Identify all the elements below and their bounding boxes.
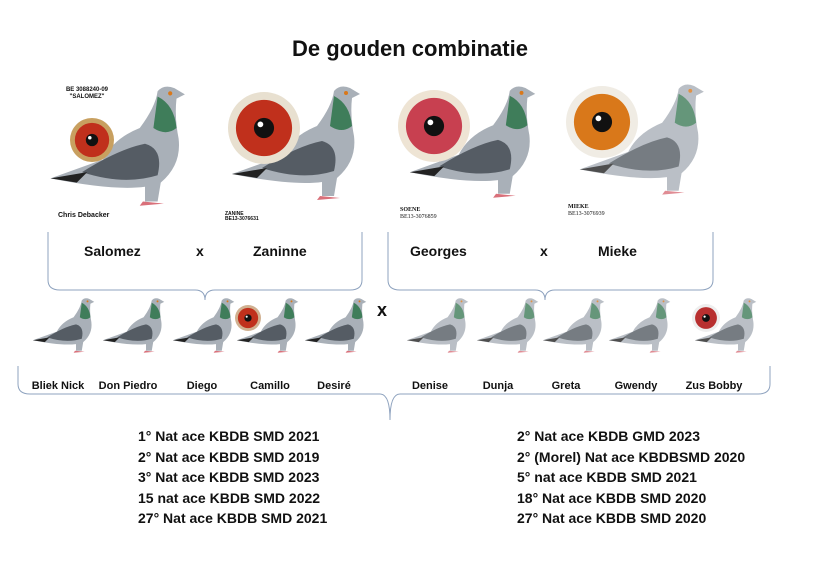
child-name: Denise: [411, 380, 449, 392]
mieke-caption: MIEKE BE13-3076939: [568, 204, 605, 217]
child-name: Dunja: [482, 380, 514, 392]
eye-camillo-icon: [235, 305, 261, 331]
pigeon-child: [476, 298, 539, 353]
child-name: Desiré: [317, 380, 351, 392]
child-name: Camillo: [250, 380, 290, 392]
cross-symbol: x: [196, 243, 204, 259]
eye-soene-icon: [398, 90, 470, 162]
eye-zanine-icon: [228, 92, 300, 164]
pigeon-child: [304, 298, 367, 353]
achievement-item: 18° Nat ace KBDB SMD 2020: [517, 489, 707, 506]
achievement-item: 3° Nat ace KBDB SMD 2023: [138, 469, 320, 485]
parent-name-georges: Georges: [410, 243, 467, 259]
achievements-left: 1° Nat ace KBDB SMD 2021 2° Nat ace KBDB …: [138, 426, 327, 529]
eye-salomez-icon: [70, 118, 114, 162]
achievement-item: 27° Nat ace KBDB SMD 2021: [138, 510, 328, 526]
parent-name-zaninne: Zaninne: [253, 243, 307, 259]
child-name: Zus Bobby: [685, 380, 743, 392]
children-bracket: [17, 366, 771, 421]
achievements-right: 2° Nat ace KBDB GMD 2023 2° (Morel) Nat a…: [517, 426, 745, 529]
parent-name-salomez: Salomez: [84, 243, 141, 259]
eye-mieke-icon: [566, 86, 638, 158]
pigeon-salomez: [50, 86, 185, 206]
achievement-item: 1° Nat ace KBDB SMD 2021: [138, 428, 320, 444]
zanine-caption: ZANINE BE13-3076631: [225, 211, 259, 222]
child-name: Diego: [186, 380, 218, 392]
children-cross-symbol: x: [377, 300, 388, 320]
child-name: Bliek Nick: [31, 380, 85, 392]
salomez-owner: Chris Debacker: [58, 212, 110, 219]
achievement-item: 2° (Morel) Nat ace KBDBSMD 2020: [517, 448, 746, 465]
pigeon-child: [32, 298, 95, 353]
cross-symbol: x: [540, 243, 548, 259]
achievement-item: 5° nat ace KBDB SMD 2021: [517, 469, 697, 485]
child-name: Greta: [551, 380, 581, 392]
salomez-caption: BE 3088240-09 "SALOMEZ": [65, 87, 109, 100]
achievement-item: 2° Nat ace KBDB SMD 2019: [138, 448, 320, 465]
pigeon-child: [102, 298, 165, 353]
pigeon-child: [406, 298, 469, 353]
parent-name-mieke: Mieke: [598, 243, 637, 259]
child-name: Gwendy: [614, 380, 658, 392]
pigeon-child: [542, 298, 605, 353]
right-parents-bracket: [387, 232, 714, 301]
achievement-item: 27° Nat ace KBDB SMD 2020: [517, 510, 707, 526]
achievement-item: 2° Nat ace KBDB GMD 2023: [517, 428, 700, 444]
child-name: Don Piedro: [98, 380, 158, 392]
soene-caption: SOENE BE13-3076859: [400, 207, 437, 220]
achievement-item: 15 nat ace KBDB SMD 2022: [138, 489, 321, 506]
left-parents-bracket: [47, 232, 363, 301]
page-title: De gouden combinatie: [292, 36, 528, 61]
pigeon-child: [608, 298, 671, 353]
eye-zus-bobby-icon: [692, 304, 720, 332]
pigeon-child: [172, 298, 235, 353]
